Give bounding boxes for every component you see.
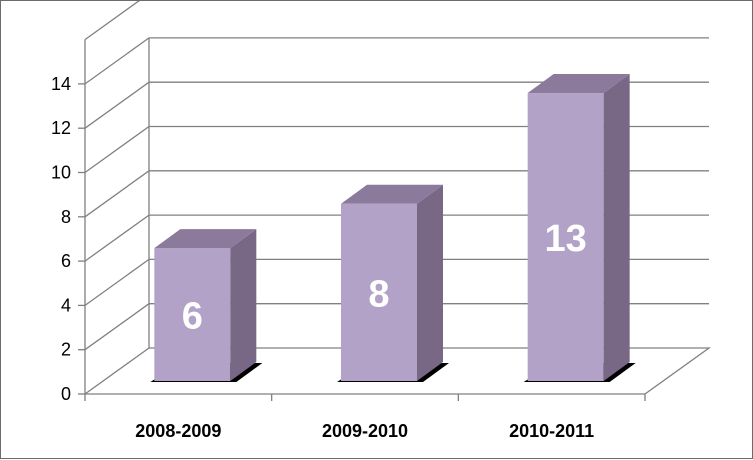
y-tick-label: 10	[51, 163, 71, 183]
bar-top	[341, 184, 443, 204]
y-tick-label: 14	[51, 74, 71, 94]
bar-front	[527, 93, 604, 382]
bar	[154, 229, 257, 381]
y-tick-label: 2	[61, 340, 71, 360]
y-tick-labels: 0 2 4 6 8 10 12 14	[51, 74, 71, 404]
data-label: 6	[182, 296, 203, 338]
bar	[527, 74, 630, 382]
data-label: 8	[368, 273, 389, 315]
bar-side	[230, 229, 257, 381]
bar-top	[527, 74, 630, 94]
bar-front	[341, 203, 417, 381]
y-tick-label: 0	[61, 384, 71, 404]
x-tick-label: 2010-2011	[509, 421, 594, 441]
x-tick-label: 2008-2009	[135, 421, 221, 441]
y-tick-label: 12	[51, 118, 71, 138]
bar-front	[154, 248, 231, 381]
bars	[154, 74, 630, 382]
data-label: 13	[545, 218, 587, 260]
bar-top	[154, 229, 257, 249]
gridline	[84, 1, 140, 41]
y-tick-label: 8	[61, 207, 71, 227]
x-tick-labels: 2008-2009 2009-2010 2010-2011	[135, 421, 594, 441]
y-tick-label: 4	[61, 295, 71, 315]
bar-side	[417, 184, 443, 381]
y-tick-label: 6	[61, 251, 71, 271]
x-tick-label: 2009-2010	[322, 421, 408, 441]
data-labels: 6 8 13	[182, 218, 587, 338]
bar-side	[603, 74, 630, 382]
bar	[341, 184, 443, 381]
